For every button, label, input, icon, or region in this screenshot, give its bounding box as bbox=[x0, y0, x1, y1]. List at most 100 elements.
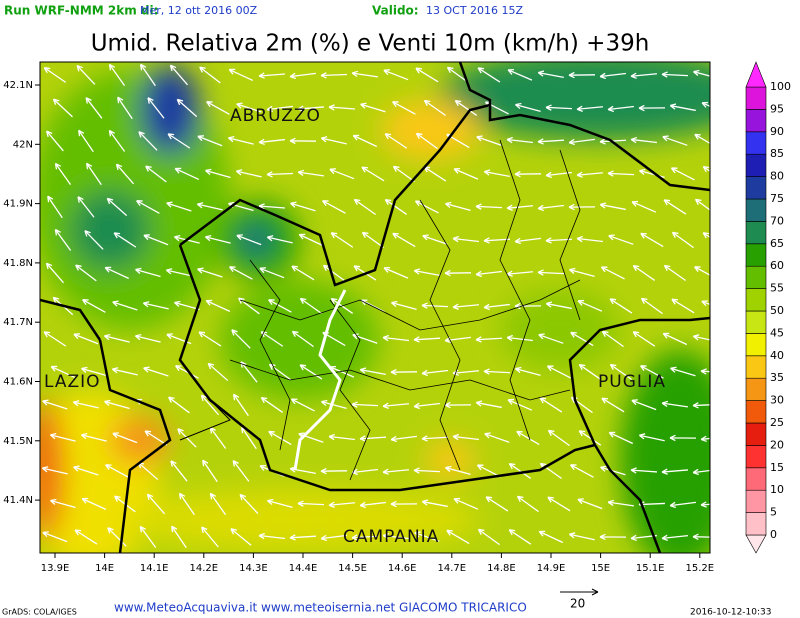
wind-arrow bbox=[537, 138, 565, 145]
wind-arrow bbox=[538, 530, 564, 544]
wind-arrow bbox=[568, 138, 595, 146]
wind-arrow bbox=[537, 204, 564, 212]
colorbar-segment bbox=[745, 310, 767, 334]
colorbar-label: 50 bbox=[770, 304, 784, 317]
wind-arrow bbox=[547, 429, 570, 447]
wind-arrow bbox=[607, 170, 635, 177]
colorbar-label: 95 bbox=[770, 102, 784, 115]
colorbar-segment bbox=[745, 467, 767, 491]
wind-arrow bbox=[43, 331, 67, 347]
wind-arrow bbox=[576, 171, 604, 178]
wind-arrow bbox=[608, 431, 634, 445]
wind-arrow bbox=[321, 399, 347, 409]
colorbar-segment bbox=[745, 400, 767, 424]
wind-arrow bbox=[477, 67, 501, 83]
wind-arrow bbox=[599, 202, 626, 211]
wind-arrow bbox=[143, 234, 169, 246]
wind-arrow bbox=[351, 70, 378, 78]
wind-arrow bbox=[514, 237, 541, 245]
wind-arrow bbox=[483, 368, 511, 375]
wind-arrow bbox=[454, 99, 478, 116]
wind-arrow bbox=[514, 170, 542, 178]
wind-arrow bbox=[231, 329, 251, 349]
wind-arrow bbox=[537, 70, 564, 79]
wind-arrow bbox=[117, 96, 133, 120]
wind-arrow bbox=[638, 104, 666, 112]
wind-arrow bbox=[111, 367, 138, 376]
lon-label: 14.1E bbox=[140, 563, 169, 574]
wind-arrow bbox=[240, 361, 258, 383]
wind-arrow bbox=[475, 336, 503, 343]
wind-arrow bbox=[662, 332, 688, 346]
wind-arrow bbox=[136, 200, 160, 214]
wind-arrow bbox=[351, 534, 379, 541]
wind-arrow bbox=[353, 198, 376, 216]
run-date: Mer, 12 ott 2016 00Z bbox=[140, 4, 258, 17]
wind-arrow bbox=[661, 534, 688, 542]
wind-arrow bbox=[700, 435, 710, 443]
run-label: Run WRF-NMM 2km di: bbox=[4, 4, 158, 18]
colorbar-label: 45 bbox=[770, 326, 784, 339]
wind-arrow bbox=[232, 460, 250, 482]
wind-arrow bbox=[54, 162, 72, 185]
lon-label: 14E bbox=[95, 563, 114, 574]
wind-arrow bbox=[515, 102, 541, 112]
wind-arrow bbox=[41, 466, 68, 475]
wind-arrow bbox=[170, 460, 188, 482]
wind-arrow bbox=[701, 101, 710, 108]
wind-arrow bbox=[483, 169, 510, 178]
wind-arrow bbox=[576, 235, 603, 243]
colorbar-label: 65 bbox=[770, 237, 784, 250]
wind-arrow bbox=[392, 232, 416, 248]
wind-arrow bbox=[577, 498, 603, 510]
wind-arrow bbox=[630, 467, 658, 474]
wind-arrow bbox=[601, 330, 624, 348]
wind-arrow bbox=[45, 262, 65, 284]
wind-arrow bbox=[632, 264, 656, 281]
wind-arrow bbox=[599, 72, 626, 80]
wind-arrow bbox=[328, 433, 355, 441]
wind-arrow bbox=[202, 459, 218, 483]
wind-arrow bbox=[52, 98, 73, 118]
wind-arrow bbox=[77, 196, 95, 218]
colorbar-segment bbox=[745, 153, 767, 177]
wind-arrow bbox=[50, 498, 76, 509]
wind-arrow bbox=[516, 430, 540, 446]
wind-arrow bbox=[351, 401, 379, 408]
colorbar-segment bbox=[745, 221, 767, 245]
wind-arrow bbox=[320, 72, 348, 79]
wind-arrow bbox=[290, 398, 315, 412]
colorbar-label: 85 bbox=[770, 147, 784, 160]
wind-arrow bbox=[446, 66, 469, 84]
wind-arrow bbox=[384, 198, 408, 215]
colorbar-label: 80 bbox=[770, 170, 784, 183]
footer-grads: GrADS: COLA/IGES bbox=[2, 608, 77, 617]
wind-arrow bbox=[452, 235, 479, 243]
wind-arrow bbox=[147, 97, 165, 119]
wind-arrow bbox=[578, 363, 602, 380]
wind-arrow bbox=[42, 531, 68, 543]
wind-arrow bbox=[390, 500, 418, 508]
wind-arrow bbox=[81, 366, 107, 377]
wind-arrow bbox=[145, 165, 167, 183]
colorbar-segment bbox=[745, 131, 767, 155]
wind-arrow bbox=[421, 302, 449, 309]
wind-arrow bbox=[670, 167, 695, 181]
wind-arrow bbox=[415, 67, 439, 83]
wind-arrow bbox=[444, 401, 472, 409]
wind-arrow bbox=[475, 270, 502, 278]
wind-arrow bbox=[506, 204, 534, 211]
wind-arrow bbox=[361, 231, 384, 249]
colorbar-segment bbox=[745, 198, 767, 222]
colorbar-label: 90 bbox=[770, 125, 784, 138]
wind-arrow bbox=[483, 237, 511, 244]
wind-arrow bbox=[452, 369, 480, 376]
colorbar-label: 5 bbox=[770, 506, 777, 519]
lat-label: 42.1N bbox=[3, 80, 33, 91]
wind-arrow bbox=[423, 99, 446, 117]
wind-arrow bbox=[330, 232, 354, 248]
wind-arrow bbox=[670, 366, 696, 377]
wind-arrow bbox=[73, 465, 99, 476]
wind-arrow bbox=[515, 366, 541, 377]
wind-arrow bbox=[577, 299, 603, 312]
